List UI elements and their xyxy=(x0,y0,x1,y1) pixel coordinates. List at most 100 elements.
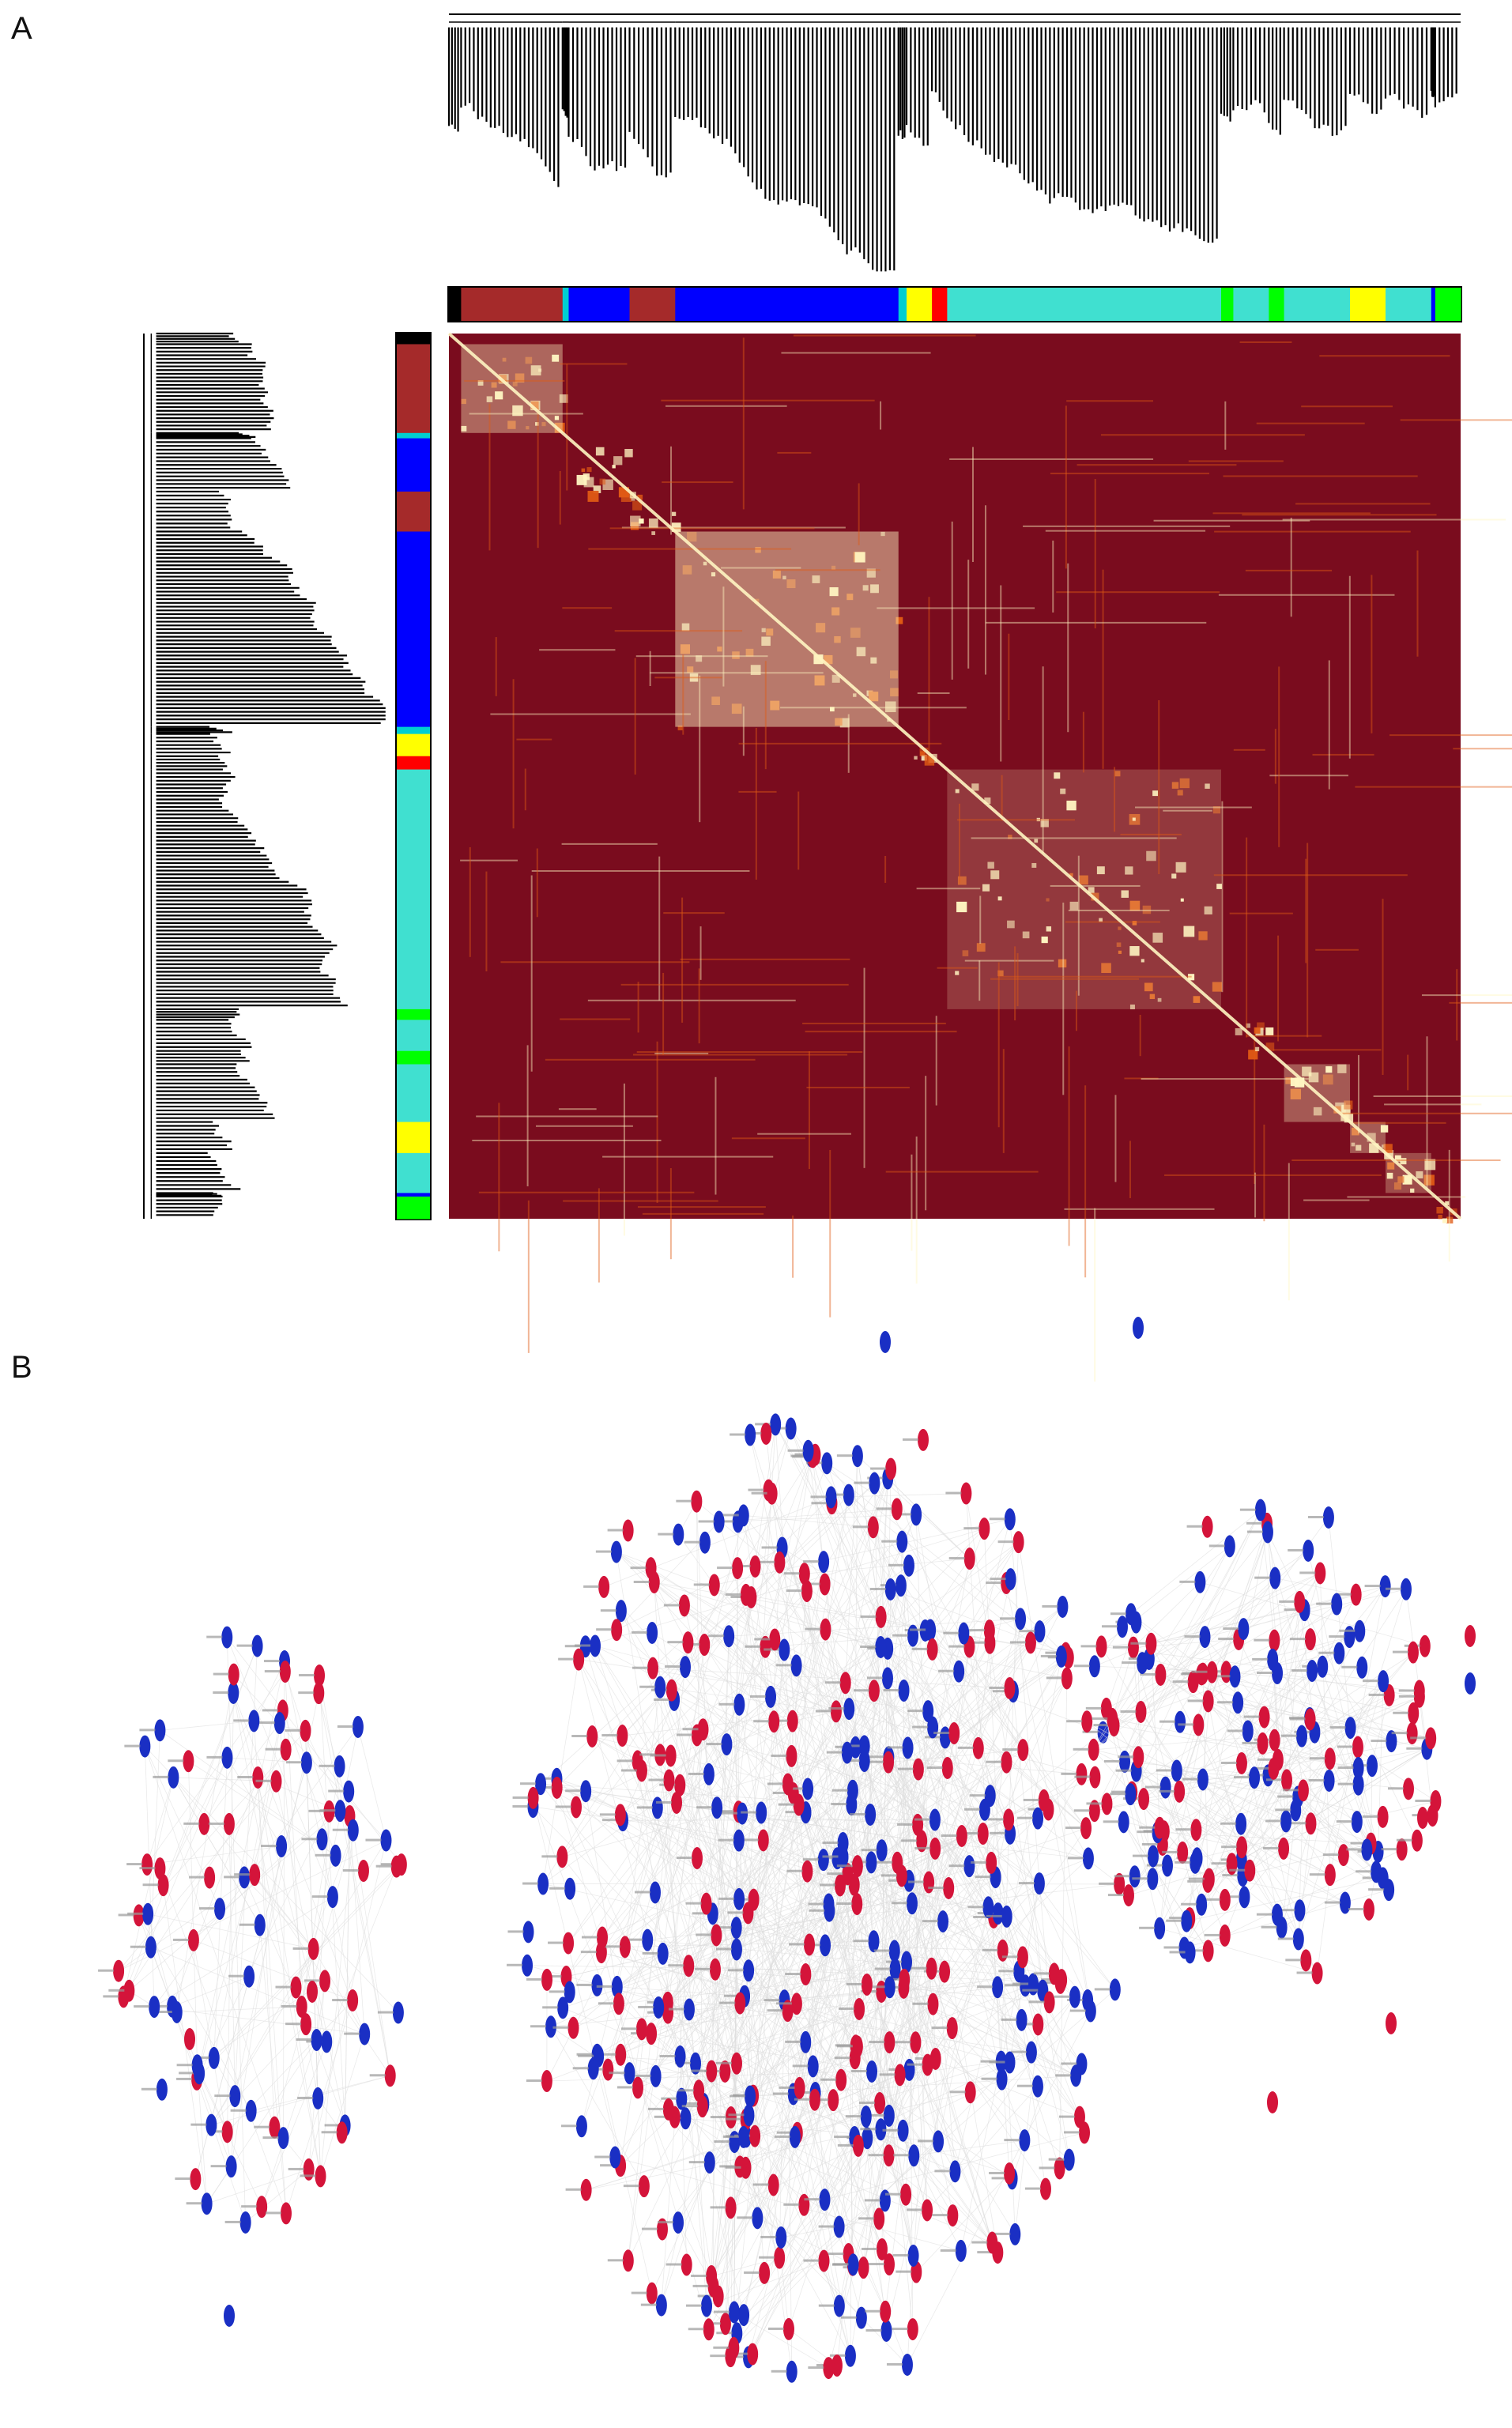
heatmap-cell xyxy=(997,896,1002,901)
network-node xyxy=(1235,1751,1247,1774)
network-edge xyxy=(1094,1627,1123,1667)
network-node xyxy=(880,2300,892,2323)
network-node-label xyxy=(918,2140,934,2143)
network-node-label xyxy=(771,2370,787,2373)
heatmap-cell xyxy=(525,356,533,364)
heatmap-cell xyxy=(717,647,722,652)
network-edge xyxy=(825,1629,1067,1679)
network-edge xyxy=(578,1659,886,2312)
network-node xyxy=(1430,1789,1442,1812)
network-edge xyxy=(620,1802,677,2166)
module-color-segment xyxy=(397,756,430,771)
network-node-label xyxy=(764,1999,780,2002)
network-edge xyxy=(226,1637,334,1898)
network-edge xyxy=(616,1986,699,2091)
heatmap-streak xyxy=(609,527,815,530)
network-node-label xyxy=(892,2328,908,2331)
network-edge xyxy=(650,2033,900,2075)
network-node-label xyxy=(1110,1612,1126,1616)
network-node-label xyxy=(641,2227,658,2230)
network-node xyxy=(752,2207,764,2230)
network-node-label xyxy=(632,1631,648,1634)
heatmap-cell xyxy=(870,584,879,594)
network-node xyxy=(673,2211,684,2234)
network-node xyxy=(522,1921,534,1944)
heatmap-streak xyxy=(1239,341,1292,343)
network-node-label xyxy=(1324,1901,1340,1904)
network-node-label xyxy=(718,1702,735,1706)
heatmap-streak xyxy=(967,560,970,669)
network-node xyxy=(982,1896,994,1919)
heatmap-cell xyxy=(839,718,850,728)
network-node-label xyxy=(971,2241,988,2244)
network-edge xyxy=(787,2011,793,2372)
heatmap-streak xyxy=(602,1156,774,1158)
network-node xyxy=(674,2045,686,2068)
network-edge xyxy=(148,1913,314,1950)
heatmap-cell xyxy=(1034,839,1039,843)
network-node-label xyxy=(630,1567,647,1570)
network-node xyxy=(743,2104,755,2127)
heatmap-streak xyxy=(1120,833,1182,835)
network-node-label xyxy=(882,2128,899,2132)
network-node-label xyxy=(715,2061,732,2064)
network-node-label xyxy=(880,1874,897,1877)
heatmap-cell xyxy=(1204,906,1212,914)
network-node-label xyxy=(365,1838,382,1842)
network-node-label xyxy=(737,2216,753,2219)
network-node-label xyxy=(692,1912,708,1915)
network-node xyxy=(907,2318,918,2341)
heatmap-streak xyxy=(1056,591,1220,594)
network-node xyxy=(1294,1590,1306,1613)
network-node-label xyxy=(639,1753,656,1756)
network-node xyxy=(885,1457,897,1480)
network-node-label xyxy=(263,1660,280,1663)
module-color-segment xyxy=(397,726,430,735)
network-node xyxy=(728,2336,740,2359)
network-node-label xyxy=(237,1775,254,1778)
heatmap-streak xyxy=(880,401,882,430)
network-node xyxy=(949,2160,961,2183)
network-edge xyxy=(550,2026,645,2187)
heatmap-streak xyxy=(722,586,725,687)
heatmap-streak xyxy=(490,713,691,715)
network-edge xyxy=(677,1534,715,1585)
network-node-label xyxy=(706,1743,722,1746)
network-node-label xyxy=(1093,1724,1110,1727)
heatmap-streak xyxy=(1139,1014,1141,1057)
network-node-label xyxy=(1266,1778,1283,1781)
heatmap-cell xyxy=(1152,933,1163,943)
network-node-label xyxy=(650,1754,666,1757)
network-node-label xyxy=(1086,1802,1103,1805)
heatmap-streak xyxy=(662,481,733,484)
network-node xyxy=(1088,1655,1100,1678)
network-edge xyxy=(1196,1743,1263,1830)
heatmap-cell xyxy=(1205,783,1210,789)
network-node-label xyxy=(239,1923,255,1926)
heatmap-streak xyxy=(588,548,792,550)
network-node-label xyxy=(549,1887,566,1890)
heatmap-cell xyxy=(885,701,896,713)
network-node-label xyxy=(1073,1809,1090,1812)
network-node xyxy=(303,2158,315,2181)
network-node xyxy=(868,1680,880,1702)
network-node xyxy=(798,2193,810,2216)
network-node-label xyxy=(686,2304,703,2307)
network-node xyxy=(889,1958,901,1981)
heatmap-cell xyxy=(755,547,761,553)
network-edge xyxy=(915,1514,1010,2063)
network-node-label xyxy=(642,1951,658,1955)
network-node xyxy=(851,1855,863,1878)
network-node xyxy=(809,2088,820,2111)
heatmap-streak xyxy=(680,958,850,960)
heatmap-streak xyxy=(1084,1085,1087,1278)
network-edge xyxy=(775,1424,1011,1834)
network-node xyxy=(632,2076,643,2099)
module-color-segment xyxy=(947,288,1222,321)
network-edge xyxy=(779,2000,785,2258)
network-node xyxy=(598,1575,610,1598)
network-node xyxy=(782,1773,794,1796)
network-node xyxy=(1261,1521,1273,1544)
network-edge xyxy=(908,1880,1076,2076)
network-node-label xyxy=(1363,1680,1379,1683)
